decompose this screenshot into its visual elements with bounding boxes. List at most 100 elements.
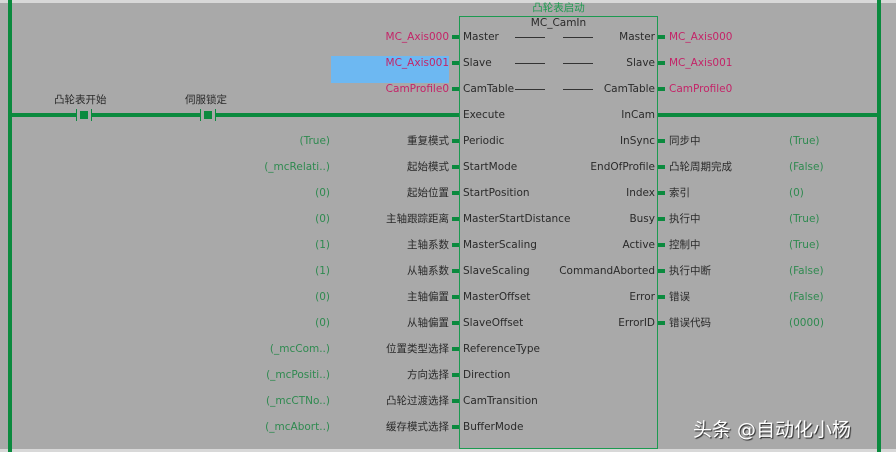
output-variable[interactable]: 索引	[669, 187, 690, 199]
pin-connector	[452, 321, 459, 325]
rung-wire	[10, 113, 76, 117]
pin-name-in: Direction	[463, 369, 511, 381]
input-variable[interactable]: 主轴偏置	[407, 291, 449, 303]
pin-name-in: SlaveScaling	[463, 265, 530, 277]
output-value: (True)	[789, 135, 820, 147]
inout-link-line	[515, 89, 545, 90]
pin-name-in: StartMode	[463, 161, 518, 173]
pin-connector	[658, 321, 665, 325]
pin-name-in: Periodic	[463, 135, 505, 147]
pin-connector	[658, 165, 665, 169]
pin-name-in: StartPosition	[463, 187, 530, 199]
pin-connector	[658, 295, 665, 299]
pin-name-out: ErrorID	[618, 317, 655, 329]
pin-name-out: InSync	[619, 135, 655, 147]
pin-connector	[658, 139, 665, 143]
input-value: (_mcCTNo..)	[266, 395, 330, 407]
output-value: (0000)	[789, 317, 824, 329]
contact-servo-lock[interactable]	[200, 109, 216, 121]
pin-name-in: BufferMode	[463, 421, 524, 433]
input-value: (True)	[299, 135, 331, 147]
pin-connector	[452, 425, 459, 429]
function-block-mc-camin[interactable]	[459, 16, 658, 449]
output-variable[interactable]: 控制中	[669, 239, 701, 251]
input-value: (0)	[315, 187, 330, 199]
input-variable[interactable]: MC_Axis000	[385, 31, 449, 43]
input-variable[interactable]: 从轴系数	[407, 265, 449, 277]
output-variable[interactable]: MC_Axis000	[669, 31, 733, 43]
rung-wire	[92, 113, 200, 117]
input-variable[interactable]: 重复模式	[407, 135, 449, 147]
block-instance-label: 凸轮表启动	[532, 2, 585, 14]
right-power-rail	[877, 0, 881, 452]
output-value: (False)	[789, 161, 824, 173]
pin-connector	[452, 191, 459, 195]
input-value: (_mcPositi..)	[266, 369, 330, 381]
pin-name-in: MasterStartDistance	[463, 213, 571, 225]
input-variable[interactable]: 缓存模式选择	[386, 421, 449, 433]
output-variable[interactable]: 执行中断	[669, 265, 711, 277]
rung-wire	[216, 113, 459, 117]
output-variable[interactable]: CamProfile0	[669, 83, 733, 95]
pin-name-out: Active	[622, 239, 655, 251]
pin-name-in: Slave	[463, 57, 492, 69]
input-variable[interactable]: 主轴跟踪距离	[386, 213, 449, 225]
contact-cam-start[interactable]	[76, 109, 92, 121]
block-type-name: MC_CamIn	[530, 17, 587, 29]
selection-highlight	[331, 56, 449, 83]
input-variable[interactable]: CamProfile0	[385, 83, 449, 95]
pin-name-in: CamTable	[463, 83, 515, 95]
pin-connector	[658, 243, 665, 247]
output-variable[interactable]: 执行中	[669, 213, 701, 225]
input-variable[interactable]: 方向选择	[407, 369, 449, 381]
pin-connector	[452, 347, 459, 351]
pin-connector	[658, 35, 665, 39]
input-variable[interactable]: MC_Axis001	[385, 57, 449, 69]
pin-name-in: MasterOffset	[463, 291, 531, 303]
input-value: (1)	[315, 239, 330, 251]
contact-label: 伺服锁定	[185, 94, 227, 106]
input-value: (0)	[315, 213, 330, 225]
input-variable[interactable]: 起始位置	[407, 187, 449, 199]
rung-wire-output	[658, 113, 879, 117]
inout-link-line	[563, 89, 593, 90]
output-value: (True)	[789, 239, 820, 251]
input-variable[interactable]: 主轴系数	[407, 239, 449, 251]
input-value: (_mcRelati..)	[264, 161, 330, 173]
pin-connector	[658, 191, 665, 195]
inout-link-line	[515, 37, 545, 38]
output-value: (0)	[789, 187, 804, 199]
pin-name-out: Index	[626, 187, 655, 199]
input-variable[interactable]: 位置类型选择	[386, 343, 449, 355]
pin-connector	[452, 87, 459, 91]
pin-name-in: SlaveOffset	[463, 317, 524, 329]
pin-connector	[452, 165, 459, 169]
pin-connector	[452, 139, 459, 143]
input-variable[interactable]: 从轴偏置	[407, 317, 449, 329]
left-power-rail	[8, 0, 12, 452]
input-value: (_mcAbort..)	[265, 421, 330, 433]
output-variable[interactable]: 错误代码	[669, 317, 711, 329]
pin-connector	[452, 35, 459, 39]
pin-name-in: ReferenceType	[463, 343, 540, 355]
inout-link-line	[563, 63, 593, 64]
pin-name-in: CamTransition	[463, 395, 538, 407]
pin-name-out: EndOfProfile	[590, 161, 655, 173]
top-border	[0, 0, 896, 3]
pin-connector	[452, 373, 459, 377]
input-variable[interactable]: 凸轮过渡选择	[386, 395, 449, 407]
output-variable[interactable]: 错误	[669, 291, 690, 303]
pin-name-out: Slave	[626, 57, 655, 69]
pin-execute: Execute	[463, 109, 505, 121]
output-variable[interactable]: MC_Axis001	[669, 57, 733, 69]
pin-connector	[452, 295, 459, 299]
output-variable[interactable]: 凸轮周期完成	[669, 161, 732, 173]
pin-incam: InCam	[621, 109, 655, 121]
input-value: (1)	[315, 265, 330, 277]
pin-name-out: Busy	[629, 213, 655, 225]
output-variable[interactable]: 同步中	[669, 135, 701, 147]
inout-link-line	[563, 37, 593, 38]
output-value: (True)	[789, 213, 820, 225]
input-variable[interactable]: 起始模式	[407, 161, 449, 173]
output-value: (False)	[789, 291, 824, 303]
